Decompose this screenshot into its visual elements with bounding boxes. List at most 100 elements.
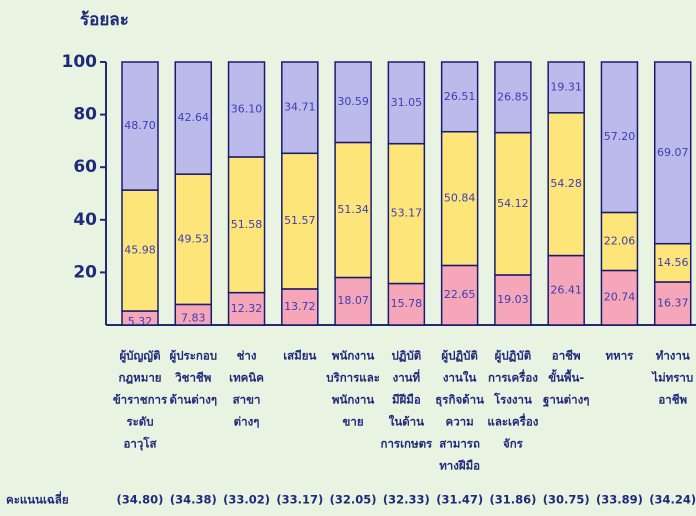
- x-tick-label: พนักงาน: [332, 349, 374, 363]
- bar-segment: [387, 282, 426, 326]
- x-tick-label: ผู้ประกอบ: [169, 349, 217, 364]
- value-label: 48.70: [124, 119, 156, 132]
- value-label: 30.59: [337, 95, 369, 108]
- bar-segment: [494, 131, 532, 276]
- y-tick-label: 40: [73, 210, 97, 230]
- bar-segment: [281, 288, 319, 326]
- bar-segment: [227, 61, 266, 158]
- x-tick-label: ฐานต่างๆ: [543, 393, 589, 408]
- score-label: (33.02): [223, 493, 270, 507]
- x-tick-label: การเกษตร: [381, 437, 434, 451]
- bar-segment: [334, 141, 372, 279]
- x-tick-label: ธุรกิจด้าน: [435, 393, 484, 408]
- value-label: 49.53: [178, 232, 210, 245]
- score-label: (31.86): [489, 493, 536, 507]
- value-label: 69.07: [657, 146, 689, 159]
- x-tick-label: ขาย: [343, 415, 364, 429]
- x-tick-label: โรงงาน: [493, 392, 532, 407]
- x-tick-label: เสมียน: [283, 349, 316, 363]
- score-label: (32.05): [330, 493, 377, 507]
- value-label: 36.10: [231, 102, 263, 115]
- score-label: (33.17): [276, 493, 323, 507]
- value-label: 42.64: [178, 111, 210, 124]
- bar-segment: [387, 142, 426, 285]
- score-label: (32.33): [383, 493, 430, 507]
- x-tick-label: มีฝีมือ: [392, 393, 421, 407]
- x-tick-label: ผู้บัญญัติ: [119, 349, 160, 364]
- x-tick-label: ข้าราชการ: [113, 393, 168, 407]
- bar-segment: [227, 156, 266, 294]
- x-tick-label: การเครื่อง: [488, 369, 538, 385]
- value-label: 13.72: [284, 300, 316, 313]
- value-label: 16.37: [657, 296, 689, 309]
- x-tick-label: ไม่ทราบ: [650, 371, 693, 385]
- x-tick-label: พนักงาน: [332, 393, 374, 407]
- value-label: 19.31: [550, 80, 582, 93]
- value-label: 31.05: [391, 96, 423, 109]
- bar-segment: [440, 264, 479, 326]
- value-label: 26.41: [550, 283, 582, 296]
- x-tick-label: เทคนิค: [229, 371, 264, 385]
- x-tick-label: และเครื่อง: [487, 413, 538, 429]
- value-label: 15.78: [391, 297, 423, 310]
- value-label: 34.71: [284, 101, 316, 114]
- value-label: 22.65: [444, 288, 476, 301]
- value-label: 53.17: [391, 207, 423, 220]
- value-label: 50.84: [444, 192, 476, 205]
- x-tick-label: ทางฝีมือ: [439, 459, 480, 473]
- score-label: (33.89): [596, 493, 643, 507]
- bar-segment: [121, 61, 159, 191]
- value-label: 51.57: [284, 214, 316, 227]
- value-label: 18.07: [337, 294, 369, 307]
- x-tick-label: ความ: [446, 415, 474, 429]
- x-tick-label: ด้านต่างๆ: [170, 393, 218, 407]
- bar-segment: [547, 254, 585, 326]
- bar-segment: [653, 242, 692, 283]
- value-label: 51.58: [231, 218, 263, 231]
- x-tick-label: กฎหมาย: [118, 371, 161, 385]
- score-title: คะแนนเฉลี่ย: [6, 491, 69, 507]
- x-tick-label: อาชีพ: [552, 349, 581, 363]
- value-label: 26.85: [497, 90, 529, 103]
- x-tick-label: ปฏิบัติ: [391, 349, 421, 363]
- x-tick-label: ผู้ปฏิบัติ: [495, 349, 532, 364]
- value-label: 45.98: [124, 244, 156, 257]
- value-label: 12.32: [231, 302, 263, 315]
- x-tick-label: สามารถ: [439, 437, 480, 451]
- x-tick-label: จักร: [503, 437, 524, 451]
- y-tick-label: 100: [62, 52, 98, 72]
- value-label: 54.28: [550, 177, 582, 190]
- y-tick-label: 80: [73, 105, 97, 125]
- value-label: 51.34: [337, 203, 369, 216]
- x-tick-label: ระดับ: [126, 415, 153, 429]
- bar-segment: [653, 61, 692, 245]
- x-tick-label: งานที่: [393, 369, 421, 385]
- x-tick-label: อาชีพ: [658, 393, 687, 407]
- value-label: 19.03: [497, 293, 529, 306]
- x-tick-label: ทำงาน: [656, 349, 690, 363]
- x-tick-label: ขั้นพื้น-: [548, 369, 584, 385]
- bar-segment: [653, 281, 692, 326]
- score-label: (30.75): [543, 493, 590, 507]
- value-label: 5.32: [128, 315, 153, 328]
- score-label: (34.38): [170, 493, 217, 507]
- x-tick-label: อาวุโส: [123, 436, 157, 452]
- bar-segment: [121, 189, 159, 312]
- y-axis-label: ร้อยละ: [80, 10, 129, 30]
- value-label: 14.56: [657, 256, 689, 269]
- bar-segment: [281, 152, 319, 290]
- bar-segment: [600, 269, 639, 326]
- y-tick-label: 20: [73, 262, 97, 282]
- bar-segment: [494, 61, 532, 134]
- bar-segment: [334, 61, 372, 144]
- value-label: 57.20: [604, 130, 636, 143]
- bar-segment: [174, 61, 213, 175]
- value-label: 7.83: [181, 312, 206, 325]
- x-tick-label: ต่างๆ: [234, 415, 260, 429]
- y-tick-label: 60: [73, 157, 97, 177]
- x-tick-label: สาขา: [233, 393, 261, 407]
- bar-segment: [440, 61, 479, 133]
- x-tick-label: ผู้ปฏิบัติ: [441, 349, 478, 364]
- score-label: (34.80): [117, 493, 164, 507]
- x-tick-label: บริการและ: [326, 371, 380, 385]
